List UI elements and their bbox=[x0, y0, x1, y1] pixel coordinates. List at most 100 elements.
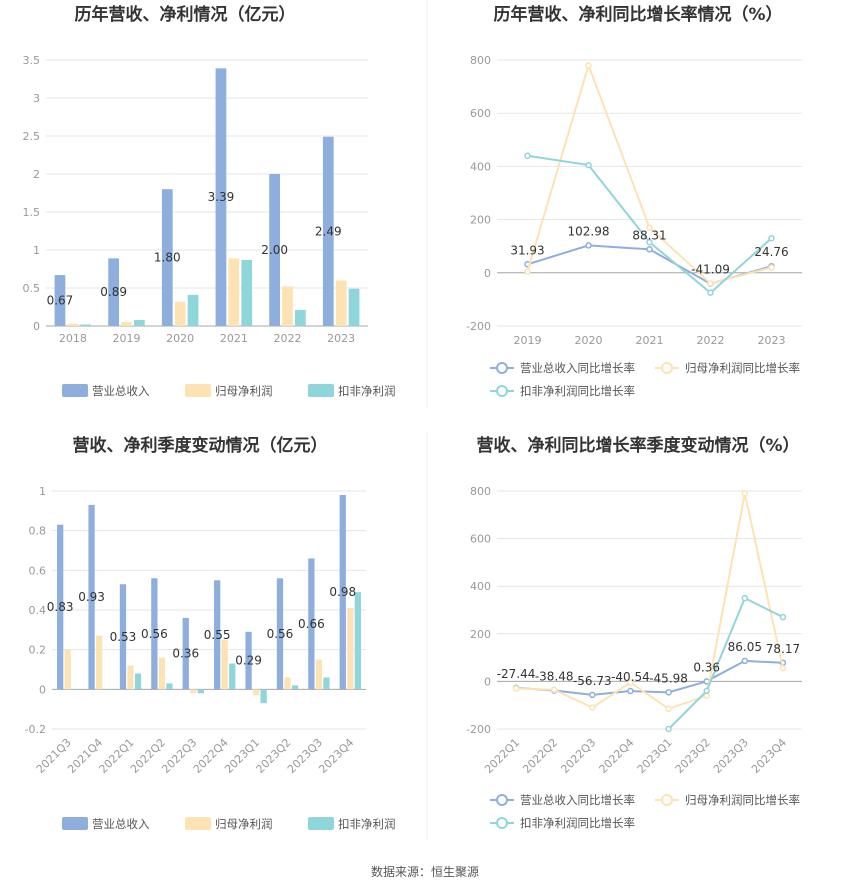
x-tick-label: 2022Q1 bbox=[482, 736, 522, 776]
y-tick-label: 200 bbox=[470, 214, 491, 227]
y-tick-label: 1.5 bbox=[23, 206, 41, 219]
bar-parent-profit bbox=[95, 635, 103, 690]
bar-deducted-profit bbox=[323, 677, 330, 690]
y-tick-label: 2 bbox=[33, 168, 40, 181]
legend-label: 归母净利润 bbox=[215, 384, 273, 398]
data-label: 0.83 bbox=[47, 600, 74, 614]
y-tick-label: 0.4 bbox=[29, 604, 47, 617]
bar-deducted-profit bbox=[103, 689, 110, 690]
y-tick-label: -200 bbox=[466, 320, 491, 333]
data-label: 0.56 bbox=[141, 627, 168, 641]
x-tick-label: 2020 bbox=[575, 334, 603, 347]
bar-deducted-profit bbox=[80, 324, 92, 326]
data-label: 0.56 bbox=[267, 627, 294, 641]
data-point bbox=[585, 161, 592, 169]
legend-label: 归母净利润 bbox=[215, 817, 273, 831]
legend-swatch bbox=[185, 817, 211, 830]
data-point bbox=[585, 242, 592, 249]
legend-swatch bbox=[62, 384, 88, 397]
legend-item: 归母净利润 bbox=[185, 384, 273, 398]
data-label: -45.98 bbox=[649, 671, 688, 685]
x-tick-label: 2021 bbox=[220, 332, 248, 345]
data-label: 0.66 bbox=[298, 617, 325, 631]
data-point bbox=[646, 224, 653, 231]
data-point bbox=[741, 594, 749, 602]
data-point bbox=[779, 613, 787, 621]
bar-deducted-profit bbox=[72, 689, 79, 690]
y-tick-label: 400 bbox=[470, 160, 491, 173]
legend-swatch bbox=[308, 384, 334, 397]
data-label: 0.36 bbox=[693, 660, 720, 674]
legend-item: 扣非净利润同比增长率 bbox=[490, 816, 635, 830]
y-tick-label: 0 bbox=[39, 683, 46, 696]
bar-revenue bbox=[245, 631, 252, 690]
legend-marker bbox=[661, 362, 673, 374]
data-point bbox=[707, 280, 714, 287]
legend-item: 扣非净利润 bbox=[308, 817, 396, 831]
y-tick-label: 3.5 bbox=[23, 54, 41, 67]
y-tick-label: 800 bbox=[470, 485, 491, 498]
chart-title: 营收、净利季度变动情况（亿元） bbox=[73, 435, 328, 456]
data-point bbox=[768, 234, 775, 242]
bar-parent-profit bbox=[158, 657, 166, 690]
legend-item: 营业总收入 bbox=[62, 384, 150, 398]
bar-deducted-profit bbox=[197, 689, 204, 694]
chart-title: 历年营收、净利情况（亿元） bbox=[75, 4, 296, 25]
y-tick-label: 0 bbox=[484, 267, 491, 280]
legend-swatch bbox=[308, 817, 334, 830]
series-line-deducted-profit-growth bbox=[667, 596, 784, 730]
y-tick-label: 0.2 bbox=[29, 644, 47, 657]
data-point bbox=[585, 62, 592, 69]
chart-3: 营收、净利季度变动情况（亿元）-0.200.20.40.60.812021Q32… bbox=[25, 435, 396, 831]
legend-marker bbox=[496, 817, 508, 829]
bar-deducted-profit bbox=[291, 685, 299, 690]
y-tick-label: 600 bbox=[470, 533, 491, 546]
bar-revenue bbox=[88, 504, 95, 690]
data-label: 78.17 bbox=[766, 642, 800, 656]
x-tick-label: 2019 bbox=[514, 334, 542, 347]
legend-item: 营业总收入 bbox=[62, 817, 150, 831]
x-tick-label: 2022Q4 bbox=[596, 736, 636, 776]
bar-deducted-profit bbox=[229, 663, 236, 690]
x-tick-label: 2019 bbox=[113, 332, 141, 345]
bar-revenue bbox=[182, 617, 189, 690]
bar-parent-profit bbox=[174, 301, 186, 326]
bar-parent-profit bbox=[284, 677, 291, 690]
series-line-deducted-profit-growth bbox=[527, 154, 773, 295]
chart-title: 营收、净利同比增长率季度变动情况（%） bbox=[476, 435, 799, 456]
data-point bbox=[589, 691, 596, 699]
data-label: 24.76 bbox=[754, 245, 788, 259]
chart-title: 历年营收、净利同比增长率情况（%） bbox=[493, 4, 782, 25]
bar-deducted-profit bbox=[348, 288, 360, 326]
y-tick-label: 2.5 bbox=[23, 130, 41, 143]
legend-marker bbox=[661, 794, 673, 806]
bar-revenue bbox=[269, 174, 280, 326]
legend-label: 扣非净利润同比增长率 bbox=[520, 384, 635, 398]
y-tick-label: 200 bbox=[470, 628, 491, 641]
legend-label: 营业总收入 bbox=[92, 817, 150, 831]
bar-parent-profit bbox=[190, 689, 197, 694]
series-line-parent-profit-growth bbox=[516, 493, 784, 710]
legend-marker bbox=[496, 385, 508, 397]
data-label: 88.31 bbox=[632, 228, 666, 242]
data-label: 0.53 bbox=[110, 630, 137, 644]
bar-revenue bbox=[308, 558, 315, 690]
legend-item: 归母净利润 bbox=[185, 817, 273, 831]
bar-parent-profit bbox=[315, 659, 323, 690]
data-point bbox=[524, 152, 531, 160]
x-tick-label: 2023 bbox=[758, 334, 786, 347]
bar-parent-profit bbox=[221, 639, 228, 690]
data-point bbox=[707, 289, 714, 296]
bar-deducted-profit bbox=[134, 673, 142, 690]
data-label: 2.00 bbox=[261, 243, 288, 257]
x-tick-label: 2023Q3 bbox=[711, 736, 751, 776]
bar-parent-profit bbox=[252, 689, 260, 696]
data-point bbox=[741, 657, 749, 665]
x-tick-label: 2021 bbox=[636, 334, 664, 347]
data-label: 102.98 bbox=[568, 224, 610, 238]
data-label: 0.67 bbox=[47, 294, 74, 308]
x-tick-label: 2022 bbox=[274, 332, 302, 345]
legend-label: 扣非净利润 bbox=[338, 384, 396, 398]
bar-revenue bbox=[215, 68, 227, 327]
bar-parent-profit bbox=[335, 280, 347, 326]
